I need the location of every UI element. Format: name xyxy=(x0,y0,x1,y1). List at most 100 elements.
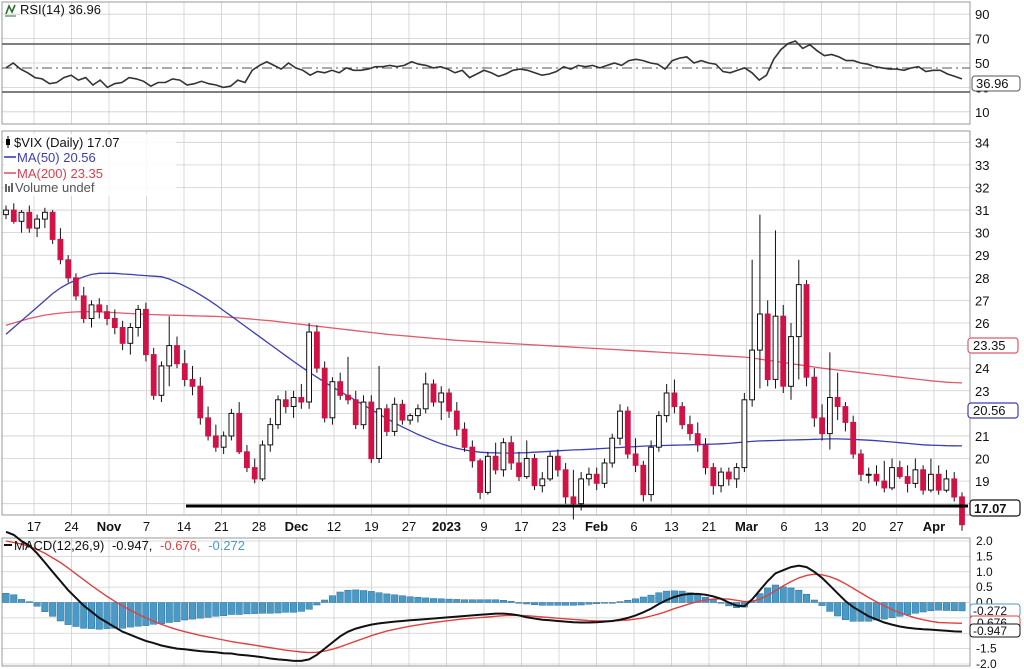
candle-body xyxy=(127,327,134,344)
histogram-bar xyxy=(904,602,912,616)
histogram-bar xyxy=(484,599,492,603)
macd-legend-text: MACD(12,26,9) -0.947, -0.676, -0.272 xyxy=(14,538,245,553)
histogram-bar xyxy=(461,599,469,603)
candle-body xyxy=(321,367,328,419)
histogram-bar xyxy=(787,587,795,603)
histogram-bar xyxy=(958,602,966,612)
candle-body xyxy=(943,478,950,491)
candle-body xyxy=(461,428,468,448)
candle-body xyxy=(236,412,243,453)
candle-body xyxy=(516,462,522,478)
price-y-axis: 3433323130292827262524232221201918 xyxy=(975,135,989,511)
macd-value-tag: -0.947 xyxy=(969,623,1021,638)
date-tick-label: Feb xyxy=(585,519,608,534)
date-tick-label: Mar xyxy=(735,519,758,534)
price-panel: 3433323130292827262524232221201918 $VIX … xyxy=(1,130,1021,531)
histogram-bar xyxy=(282,602,290,613)
candle-body xyxy=(554,455,561,471)
candle-body xyxy=(197,385,204,419)
histogram-bar xyxy=(919,602,927,613)
histogram-bar xyxy=(274,602,282,614)
candle-body xyxy=(850,421,857,455)
histogram-bar xyxy=(173,602,181,622)
candle-body xyxy=(189,379,196,387)
date-tick-label: 21 xyxy=(214,519,228,534)
candle-body xyxy=(772,315,779,380)
candle-body xyxy=(42,211,48,220)
candle-body xyxy=(337,381,344,396)
candle-body xyxy=(679,406,686,426)
price-tick-label: 26 xyxy=(975,316,989,331)
candle-body xyxy=(57,238,64,261)
date-tick-label: 12 xyxy=(327,519,341,534)
date-tick-label: 20 xyxy=(852,519,866,534)
candle-body xyxy=(111,318,118,328)
candle-body xyxy=(920,469,927,491)
histogram-bar xyxy=(243,602,251,615)
candle-body xyxy=(928,473,934,491)
candle-body xyxy=(399,403,406,421)
candle-body xyxy=(725,471,732,480)
candle-body xyxy=(648,446,655,496)
candle-body xyxy=(73,277,79,297)
ma200-legend-text: MA(200) 23.35 xyxy=(17,166,103,181)
histogram-bar xyxy=(80,602,88,629)
candle-body xyxy=(951,478,958,498)
histogram-bar xyxy=(2,593,10,603)
histogram-bar xyxy=(398,595,406,603)
histogram-bar xyxy=(950,602,958,612)
histogram-bar xyxy=(305,602,313,610)
candle-body xyxy=(376,408,383,459)
candle-body xyxy=(795,284,802,338)
candlesticks xyxy=(3,203,965,531)
candle-body xyxy=(617,410,623,439)
macd-legend-hist: -0.272 xyxy=(208,538,245,553)
histogram-bar xyxy=(600,602,608,604)
candle-body xyxy=(360,401,367,426)
candle-body xyxy=(710,467,717,487)
candle-body xyxy=(345,394,351,401)
candle-body xyxy=(663,392,670,417)
price-tick-label: 33 xyxy=(975,158,989,173)
date-tick-label: 17 xyxy=(27,519,41,534)
macd-panel-frame xyxy=(1,537,971,667)
rsi-value-tag: 36.96 xyxy=(971,75,1021,92)
date-tick-label: 6 xyxy=(780,519,787,534)
histogram-bar xyxy=(639,596,647,603)
histogram-bar xyxy=(826,602,834,612)
price-tick-label: 23 xyxy=(975,384,989,399)
histogram-bar xyxy=(235,602,243,615)
macd-tick-label: -1.5 xyxy=(976,642,997,656)
candle-body xyxy=(788,336,794,387)
price-tick-label: 32 xyxy=(975,180,989,195)
candle-body xyxy=(718,471,724,487)
candle-body xyxy=(469,446,476,462)
date-tick-label: 7 xyxy=(143,519,150,534)
histogram-bar xyxy=(593,602,601,604)
histogram-bar xyxy=(10,594,18,603)
macd-hist-tag: -0.272 xyxy=(969,603,1021,618)
candle-body xyxy=(88,304,95,319)
candle-body xyxy=(80,295,87,319)
histogram-bar xyxy=(336,591,344,603)
date-tick-label: 17 xyxy=(514,519,528,534)
histogram-bar xyxy=(841,602,849,620)
date-tick-label: 13 xyxy=(664,519,678,534)
candle-body xyxy=(251,467,258,480)
candle-body xyxy=(741,399,748,469)
ma200-tag-text: 23.35 xyxy=(973,338,1006,353)
macd-line xyxy=(5,530,963,662)
rsi-value-tag-text: 36.96 xyxy=(976,76,1009,91)
histogram-bar xyxy=(647,594,655,603)
macd-tick-label: 1.0 xyxy=(976,565,993,579)
candle-body xyxy=(881,480,888,489)
candle-body xyxy=(733,467,740,480)
histogram-bar xyxy=(678,590,686,603)
histogram-bar xyxy=(880,602,888,620)
histogram-bar xyxy=(367,591,375,603)
histogram-bar xyxy=(523,602,531,605)
histogram-bar xyxy=(554,602,562,606)
histogram-bar xyxy=(72,602,80,627)
histogram-bar xyxy=(818,602,826,606)
